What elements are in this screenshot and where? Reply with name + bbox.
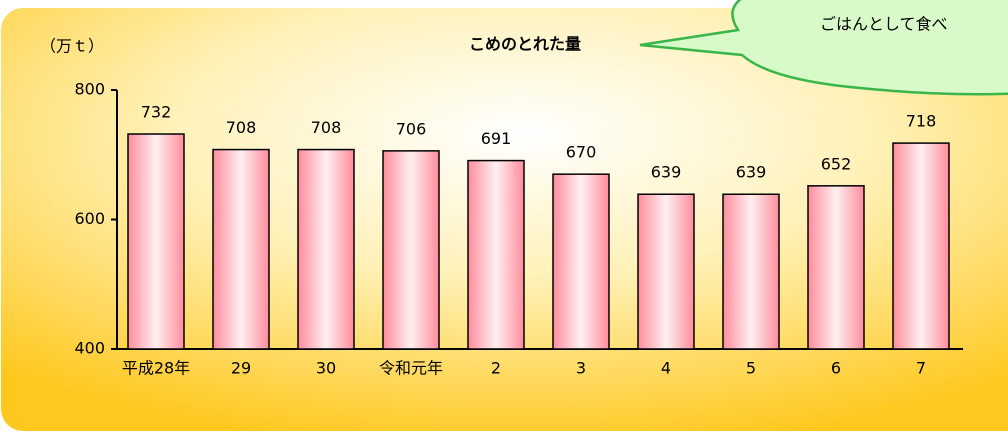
value-label: 732 bbox=[141, 103, 172, 122]
x-tick-label: 7 bbox=[916, 359, 926, 378]
y-tick-label: 600 bbox=[74, 209, 105, 228]
bar bbox=[807, 185, 865, 350]
value-label: 708 bbox=[226, 118, 257, 137]
value-label: 706 bbox=[396, 119, 427, 138]
x-tick-label: 6 bbox=[831, 359, 841, 378]
x-tick-label: 30 bbox=[316, 359, 336, 378]
bar bbox=[382, 150, 440, 350]
x-tick-label: 平成28年 bbox=[122, 359, 190, 378]
value-label: 718 bbox=[906, 112, 937, 131]
x-tick-label: 5 bbox=[746, 359, 756, 378]
bar bbox=[637, 193, 695, 350]
bubble-text: ごはんとして食べ bbox=[820, 15, 948, 34]
y-tick-label: 800 bbox=[74, 80, 105, 99]
bar bbox=[212, 148, 270, 350]
value-label: 639 bbox=[651, 163, 682, 182]
x-tick-label: 2 bbox=[491, 359, 501, 378]
y-tick-label: 400 bbox=[74, 339, 105, 358]
value-label: 691 bbox=[481, 129, 512, 148]
bar bbox=[892, 142, 950, 350]
value-label: 639 bbox=[736, 163, 767, 182]
x-tick-label: 4 bbox=[661, 359, 671, 378]
value-label: 652 bbox=[821, 154, 852, 173]
value-label: 670 bbox=[566, 143, 597, 162]
bar bbox=[127, 133, 185, 350]
x-tick-label: 令和元年 bbox=[379, 359, 443, 378]
value-label: 708 bbox=[311, 118, 342, 137]
bar bbox=[722, 193, 780, 350]
bar bbox=[297, 148, 355, 350]
x-tick-label: 3 bbox=[576, 359, 586, 378]
x-tick-label: 29 bbox=[231, 359, 251, 378]
speech-bubble bbox=[639, 0, 1008, 96]
y-axis-label: （万ｔ） bbox=[40, 37, 104, 56]
bar bbox=[467, 159, 525, 350]
chart-title: こめのとれた量 bbox=[469, 35, 581, 54]
bar bbox=[552, 173, 610, 350]
